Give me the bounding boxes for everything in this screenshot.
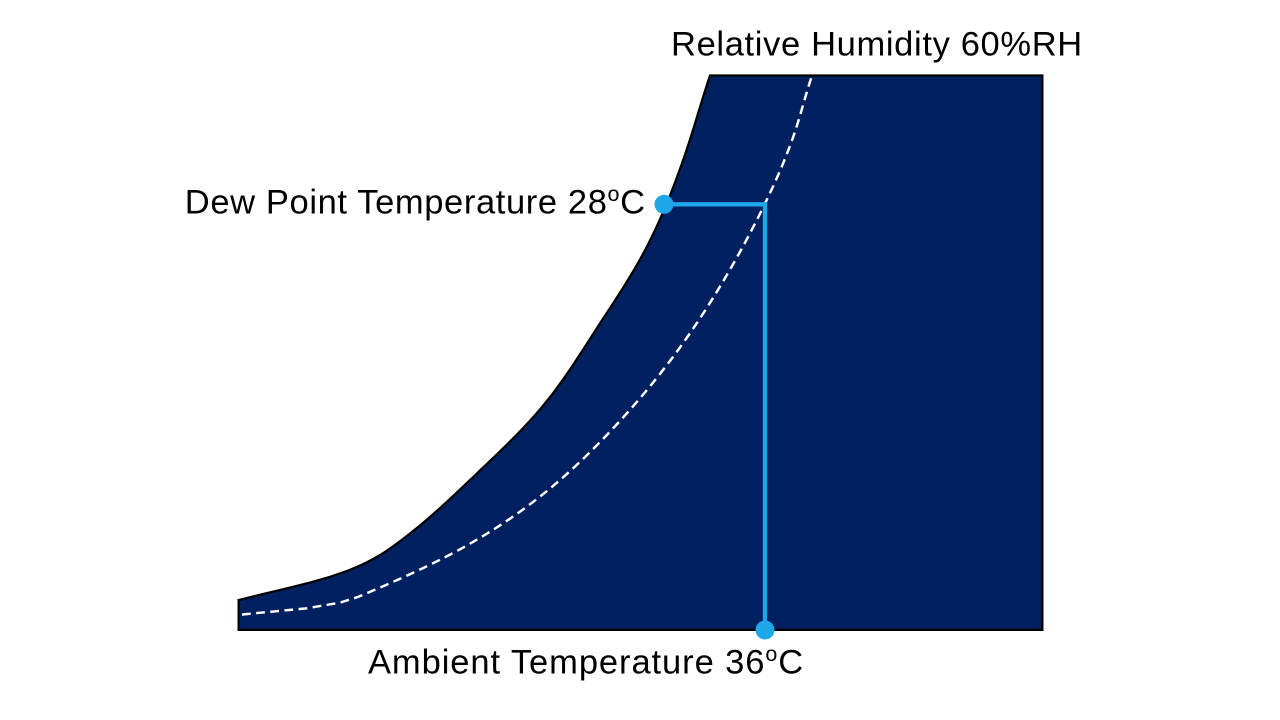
svg-text:Relative Humidity 60%RH: Relative Humidity 60%RH bbox=[671, 25, 1083, 63]
svg-text:Dew Point Temperature 28oC: Dew Point Temperature 28oC bbox=[185, 182, 646, 221]
svg-text:Ambient Temperature 36oC: Ambient Temperature 36oC bbox=[368, 642, 804, 681]
